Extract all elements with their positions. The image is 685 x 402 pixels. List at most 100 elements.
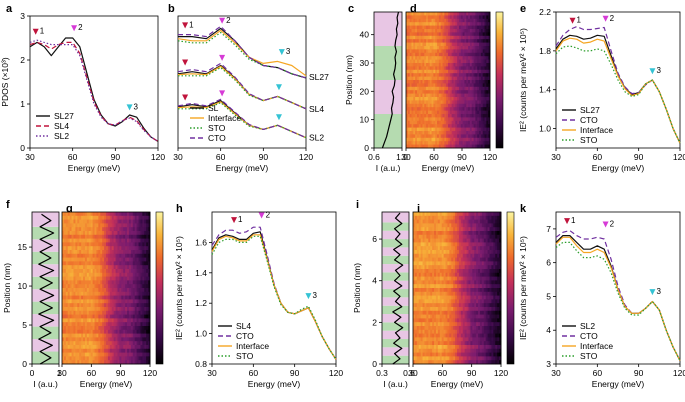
heatmap-cell: [446, 114, 449, 118]
heatmap-cell: [444, 25, 447, 30]
heatmap-cell: [453, 250, 456, 255]
heatmap-cell: [128, 242, 132, 247]
heatmap-cell: [100, 310, 103, 315]
heatmap-cell: [79, 284, 82, 289]
heatmap-cell: [442, 86, 445, 91]
heatmap-cell: [94, 261, 97, 266]
heatmap-cell: [441, 280, 445, 285]
heatmap-cell: [71, 307, 74, 312]
heatmap-cell: [479, 227, 483, 232]
heatmap-cell: [121, 280, 124, 285]
heatmap-cell: [484, 83, 487, 88]
heatmap-cell: [446, 141, 449, 145]
heatmap-cell: [62, 257, 65, 262]
heatmap-cell: [468, 18, 471, 23]
heatmap-cell: [443, 238, 446, 243]
heatmap-cell: [94, 345, 97, 350]
heatmap-cell: [415, 15, 418, 20]
heatmap-cell: [430, 291, 433, 296]
heatmap-cell: [117, 265, 120, 270]
heatmap-cell: [458, 46, 462, 50]
heatmap-cell: [489, 223, 492, 228]
heatmap-cell: [67, 307, 71, 312]
layer-band: [382, 330, 409, 340]
heatmap-cell: [478, 261, 481, 266]
heatmap-cell: [418, 144, 422, 149]
heatmap-cell: [94, 250, 97, 255]
heatmap-cell: [476, 257, 479, 262]
heatmap-cell: [480, 107, 484, 111]
heatmap-cell: [429, 56, 432, 60]
heatmap-cell: [424, 284, 427, 289]
heatmap-cell: [420, 276, 423, 281]
heatmap-cell: [486, 97, 489, 101]
heatmap-cell: [125, 238, 128, 243]
heatmap-cell: [422, 22, 425, 26]
heatmap-cell: [134, 261, 138, 266]
heatmap-cell: [121, 326, 124, 331]
heatmap-cell: [424, 280, 427, 285]
heatmap-cell: [449, 127, 453, 132]
heatmap-cell: [486, 144, 489, 149]
series-line-sl27: [29, 37, 159, 142]
heatmap-cell: [455, 120, 458, 125]
heatmap-cell: [434, 303, 437, 308]
heatmap-cell: [62, 272, 65, 277]
heatmap-cell: [441, 253, 445, 258]
heatmap-cell: [115, 333, 118, 338]
heatmap-cell: [495, 223, 498, 228]
heatmap-cell: [111, 299, 115, 304]
heatmap-cell: [416, 120, 420, 125]
heatmap-cell: [458, 114, 462, 118]
heatmap-cell: [416, 253, 420, 258]
heatmap-cell: [443, 276, 446, 281]
y-tick-label: 0: [22, 359, 27, 369]
heatmap-cell: [455, 83, 458, 88]
heatmap-cell: [84, 337, 88, 342]
heatmap-cell: [427, 32, 431, 37]
heatmap-cell: [446, 97, 449, 101]
heatmap-cell: [440, 86, 443, 91]
heatmap-cell: [438, 73, 442, 77]
heatmap-cell: [477, 97, 480, 101]
heatmap-cell: [481, 288, 485, 293]
heatmap-cell: [418, 295, 422, 300]
heatmap-cell: [406, 42, 409, 47]
heatmap-cell: [495, 272, 498, 277]
heatmap-cell: [460, 69, 464, 74]
heatmap-cell: [449, 144, 453, 149]
heatmap-cell: [409, 137, 412, 142]
heatmap-cell: [90, 246, 94, 251]
heatmap-cell: [109, 333, 113, 338]
heatmap-cell: [495, 295, 498, 300]
heatmap-cell: [458, 69, 462, 74]
heatmap-cell: [430, 215, 433, 220]
heatmap-cell: [462, 223, 466, 228]
heatmap-cell: [75, 234, 78, 239]
heatmap-cell: [130, 348, 134, 353]
heatmap-cell: [470, 276, 473, 281]
peak-marker: [71, 25, 78, 32]
heatmap-cell: [466, 234, 469, 239]
heatmap-cell: [488, 25, 491, 30]
heatmap-cell: [477, 42, 480, 47]
heatmap-cell: [111, 288, 115, 293]
heatmap-cell: [115, 288, 118, 293]
heatmap-cell: [437, 69, 440, 74]
heatmap-cell: [148, 276, 151, 281]
heatmap-cell: [113, 322, 116, 327]
heatmap-cell: [94, 356, 97, 361]
heatmap-cell: [448, 15, 451, 20]
heatmap-cell: [117, 303, 120, 308]
group-label: SL4: [309, 104, 324, 114]
heatmap-cell: [90, 345, 94, 350]
heatmap-cell: [422, 265, 425, 270]
heatmap-cell: [127, 291, 130, 296]
heatmap-cell: [475, 141, 478, 145]
heatmap-cell: [86, 284, 90, 289]
heatmap-cell: [457, 227, 460, 232]
heatmap-cell: [406, 46, 409, 50]
heatmap-cell: [123, 310, 126, 315]
heatmap-cell: [451, 66, 454, 71]
heatmap-cell: [132, 329, 136, 334]
